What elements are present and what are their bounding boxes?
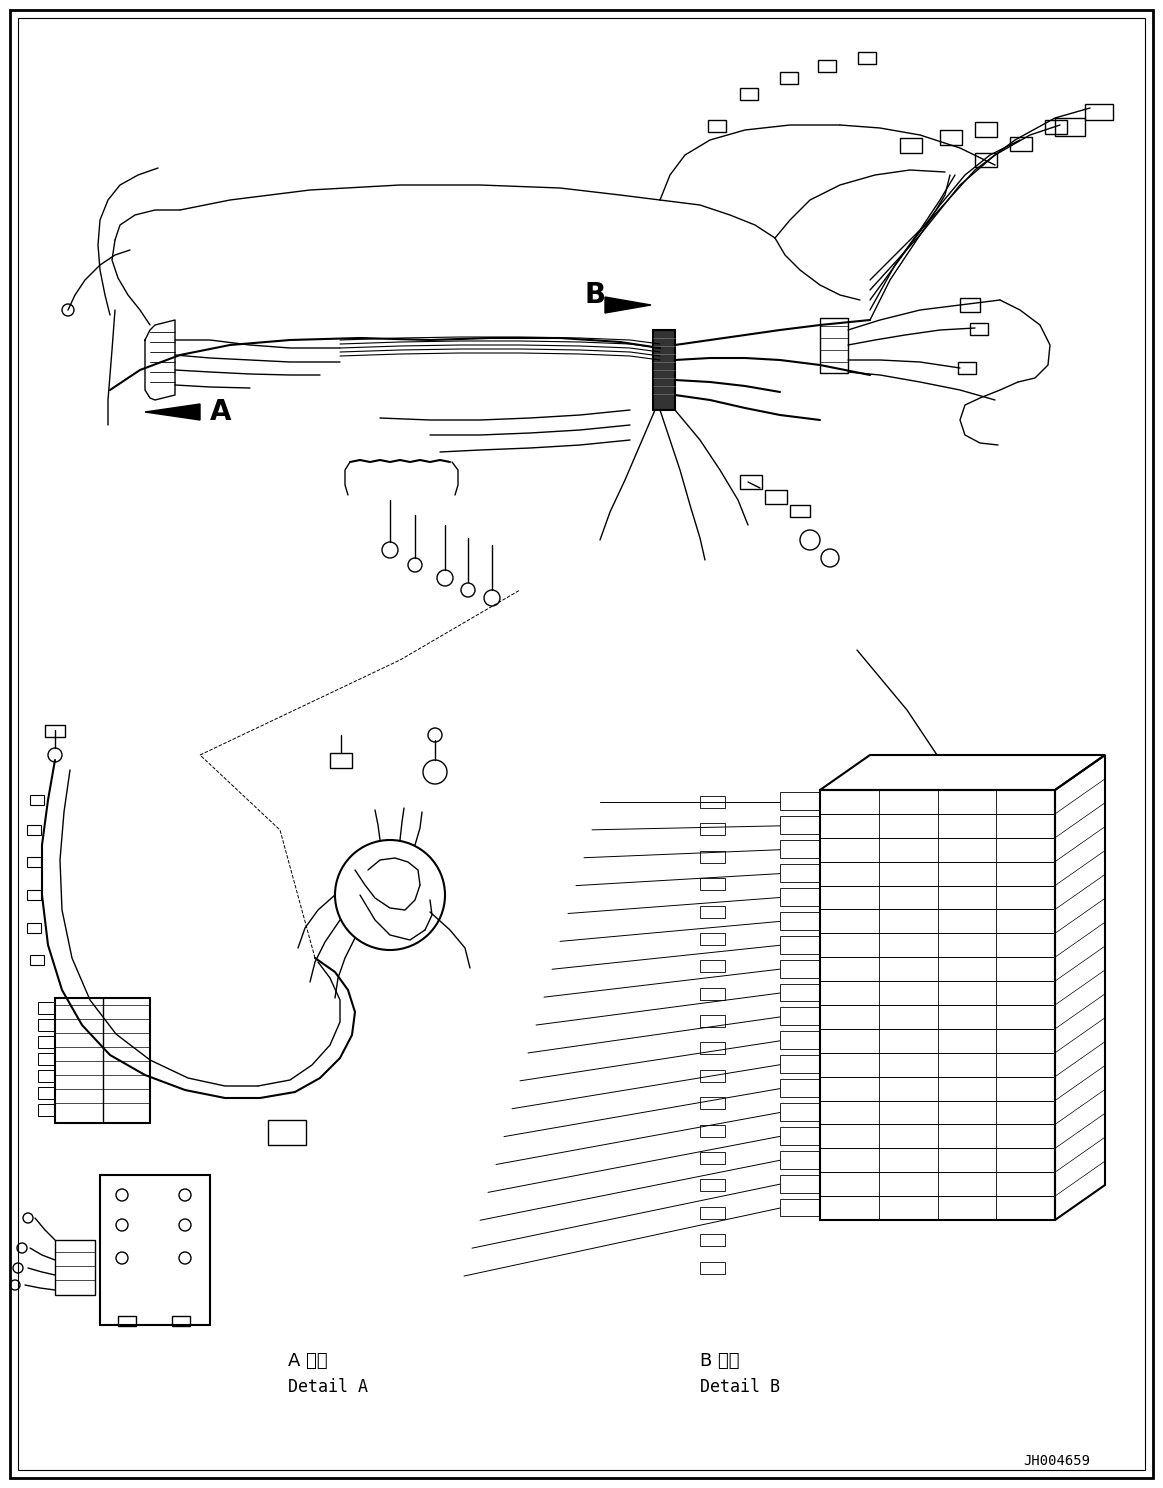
Bar [780, 1198, 820, 1216]
Bar [30, 795, 44, 805]
Bar [700, 1015, 725, 1027]
Bar [780, 960, 820, 978]
Bar [780, 984, 820, 1001]
Bar [30, 955, 44, 966]
Bar [38, 1001, 55, 1013]
Text: Detail A: Detail A [288, 1378, 368, 1396]
Bar [700, 988, 725, 1000]
Bar [975, 153, 997, 167]
Bar [1009, 137, 1032, 150]
Bar [940, 129, 962, 144]
Bar [780, 1150, 820, 1168]
Bar [700, 1152, 725, 1164]
Bar [780, 888, 820, 906]
Bar [27, 824, 41, 835]
Bar [858, 52, 876, 64]
Bar [55, 998, 150, 1123]
Bar [780, 1079, 820, 1097]
Bar [38, 1036, 55, 1048]
Bar [330, 753, 352, 768]
Bar [267, 1120, 306, 1144]
Bar [27, 890, 41, 900]
Bar [780, 841, 820, 859]
Bar [700, 1125, 725, 1137]
Bar [708, 121, 726, 132]
Bar [740, 88, 758, 100]
Bar [765, 490, 787, 504]
Bar [45, 725, 65, 737]
Bar [820, 790, 1055, 1220]
Bar [27, 923, 41, 933]
Bar [790, 504, 809, 516]
Bar [700, 796, 725, 808]
Bar [38, 1054, 55, 1065]
Bar [780, 793, 820, 811]
Bar [780, 936, 820, 954]
Bar [652, 330, 675, 411]
Bar [38, 1104, 55, 1116]
Bar [740, 475, 762, 490]
Bar [780, 1055, 820, 1073]
Bar [700, 851, 725, 863]
Bar [780, 1007, 820, 1025]
Bar [38, 1019, 55, 1031]
Bar [700, 1070, 725, 1082]
Text: A 詳細: A 詳細 [288, 1353, 328, 1370]
Bar [780, 1031, 820, 1049]
Bar [780, 1126, 820, 1144]
Text: JH004659: JH004659 [1023, 1454, 1090, 1469]
Bar [55, 1240, 95, 1295]
Bar [1085, 104, 1113, 121]
Bar [975, 122, 997, 137]
Bar [172, 1315, 190, 1326]
Text: Detail B: Detail B [700, 1378, 780, 1396]
Bar [1046, 121, 1066, 134]
Bar [27, 857, 41, 868]
Bar [700, 1234, 725, 1245]
Bar [38, 1088, 55, 1100]
Bar [780, 1174, 820, 1192]
Bar [700, 906, 725, 918]
Bar [700, 1207, 725, 1219]
Text: B 詳細: B 詳細 [700, 1353, 740, 1370]
Bar [100, 1176, 211, 1324]
Bar [820, 318, 848, 373]
Bar [700, 1043, 725, 1055]
Bar [38, 1070, 55, 1082]
Bar [780, 817, 820, 835]
Bar [900, 138, 922, 153]
Bar [117, 1315, 136, 1326]
Bar [780, 912, 820, 930]
Text: A: A [211, 397, 231, 426]
Bar [959, 298, 980, 312]
Bar [1055, 118, 1085, 135]
Bar [700, 1180, 725, 1192]
Polygon shape [145, 405, 200, 420]
Bar [700, 878, 725, 890]
Bar [970, 323, 989, 335]
Bar [958, 362, 976, 373]
Text: B: B [585, 281, 606, 310]
Bar [700, 823, 725, 835]
Bar [780, 865, 820, 882]
Bar [700, 960, 725, 972]
Polygon shape [605, 298, 651, 312]
Bar [700, 1262, 725, 1274]
Bar [700, 933, 725, 945]
Bar [780, 1103, 820, 1120]
Bar [700, 1097, 725, 1109]
Bar [818, 60, 836, 71]
Bar [780, 71, 798, 83]
